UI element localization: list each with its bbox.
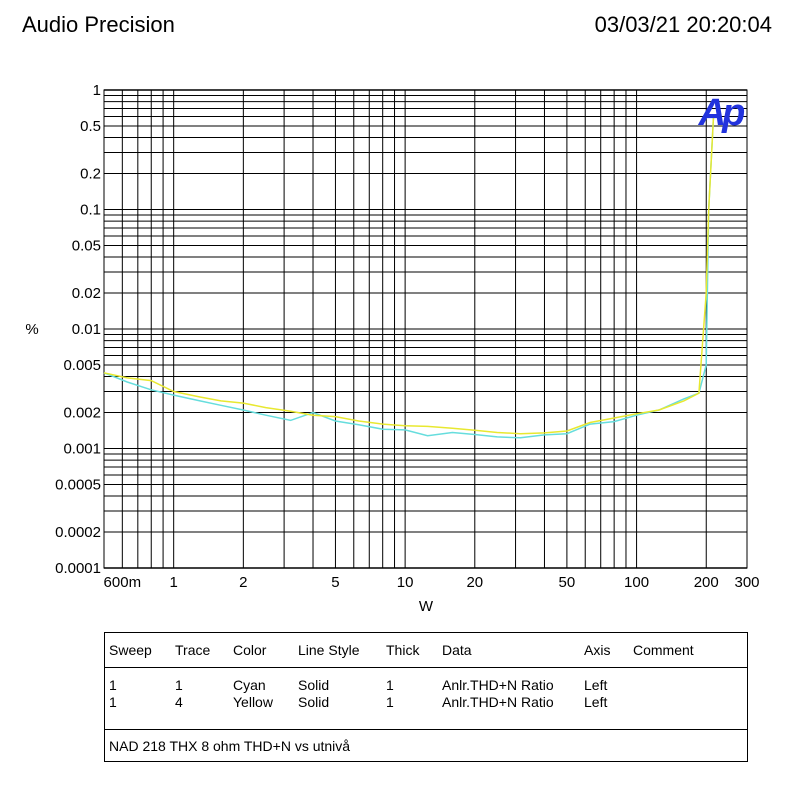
y-tick-label: 0.5 (80, 118, 101, 135)
legend-cell: Yellow (233, 694, 273, 710)
legend-cell: Anlr.THD+N Ratio (442, 694, 554, 710)
y-tick-label: 0.02 (72, 285, 101, 302)
y-tick-label: 0.005 (63, 357, 101, 374)
x-axis-label: W (419, 598, 434, 615)
chart-tick-labels: 600m 1 2 5 10 20 50 100 200 300 1 0.5 0.2 0.1 0.05 0.02… (55, 82, 759, 591)
x-tick-label: 600m (104, 574, 142, 591)
chart-grid (103, 89, 748, 569)
app-title: Audio Precision (22, 12, 175, 37)
legend-header-line-style: Line Style (298, 642, 360, 658)
legend-header-thick: Thick (386, 642, 420, 658)
legend-divider (105, 729, 747, 730)
legend-cell: Cyan (233, 677, 266, 693)
y-tick-label: 1 (93, 82, 101, 99)
y-axis-label: % (25, 321, 38, 338)
legend-cell: Solid (298, 677, 330, 693)
legend-header-trace: Trace (175, 642, 211, 658)
y-tick-label: 0.001 (63, 441, 101, 458)
x-tick-label: 20 (466, 574, 483, 591)
chart-traces (103, 116, 715, 439)
timestamp: 03/03/21 20:20:04 (594, 12, 772, 37)
thd-chart: 600m 1 2 5 10 20 50 100 200 300 1 0.5 0.2 0.1 0.05 0.02… (25, 82, 759, 615)
y-tick-label: 0.05 (72, 237, 101, 254)
legend-cell: 1 (175, 677, 183, 693)
legend-cell: Solid (298, 694, 330, 710)
x-tick-label: 200 (694, 574, 719, 591)
x-tick-label: 50 (559, 574, 576, 591)
ap-logo: Ap (698, 92, 748, 134)
legend-header-sweep: Sweep (109, 642, 152, 658)
y-tick-label: 0.01 (72, 321, 101, 338)
y-tick-label: 0.0002 (55, 524, 101, 541)
y-tick-label: 0.0001 (55, 560, 101, 577)
legend-cell: 4 (175, 694, 183, 710)
legend-header-axis: Axis (584, 642, 611, 658)
legend-cell: Left (584, 677, 608, 693)
legend-cell: 1 (386, 694, 394, 710)
y-tick-label: 0.002 (63, 405, 101, 422)
y-tick-label: 0.0005 (55, 476, 101, 493)
trace-line-2 (103, 116, 715, 435)
legend-cell: 1 (109, 677, 117, 693)
legend-table: Sweep Trace Color Line Style Thick Data Axis Co… (104, 632, 748, 762)
x-tick-label: 10 (397, 574, 414, 591)
legend-note: NAD 218 THX 8 ohm THD+N vs utnivå (109, 738, 351, 754)
legend-header-color: Color (233, 642, 267, 658)
legend-cell: 1 (109, 694, 117, 710)
x-tick-label: 300 (734, 574, 759, 591)
x-tick-label: 100 (624, 574, 649, 591)
legend-header-data: Data (442, 642, 472, 658)
y-tick-label: 0.1 (80, 202, 101, 219)
legend-divider (105, 667, 747, 668)
ap-logo-text: Ap (698, 92, 744, 134)
legend-cell: 1 (386, 677, 394, 693)
legend-cell: Anlr.THD+N Ratio (442, 677, 554, 693)
legend-cell: Left (584, 694, 608, 710)
x-tick-label: 5 (331, 574, 339, 591)
x-tick-label: 1 (170, 574, 178, 591)
legend-header-comment: Comment (633, 642, 694, 658)
x-tick-label: 2 (239, 574, 247, 591)
y-tick-label: 0.2 (80, 166, 101, 183)
